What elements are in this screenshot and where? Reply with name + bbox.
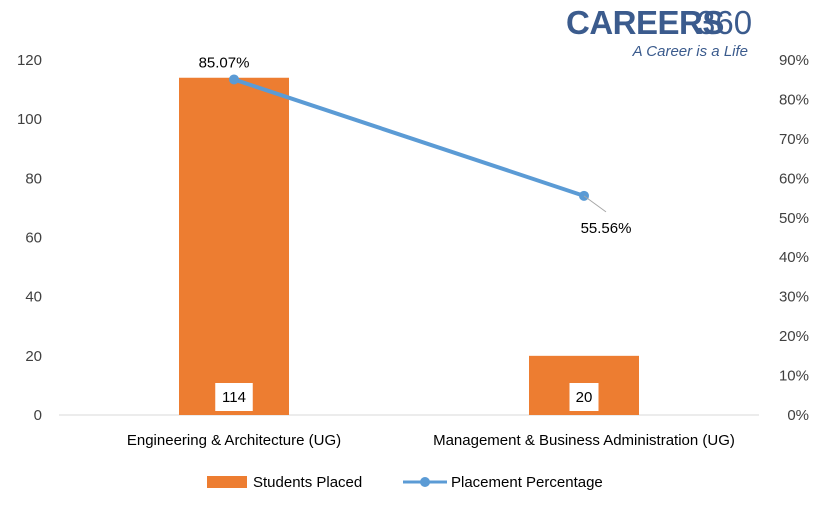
- careers360-logo: CAREERS 360 A Career is a Life: [566, 4, 752, 60]
- right-axis-tick-label: 30%: [779, 289, 809, 306]
- left-axis-tick-label: 20: [25, 348, 42, 365]
- right-axis-tick-label: 80%: [779, 91, 809, 108]
- bar-data-label-box: [569, 383, 599, 411]
- right-axis-tick-label: 20%: [779, 328, 809, 345]
- logo-number-text: 360: [697, 4, 752, 41]
- left-axis-tick-label: 60: [25, 230, 42, 247]
- right-axis-tick-label: 60%: [779, 170, 809, 187]
- right-axis-tick-label: 70%: [779, 131, 809, 148]
- label-leader-line: [583, 195, 607, 213]
- right-axis-tick-label: 10%: [779, 368, 809, 385]
- line-data-label: 55.56%: [581, 220, 632, 237]
- legend-line-label: Placement Percentage: [451, 474, 603, 491]
- logo-tagline-text: A Career is a Life: [632, 43, 748, 60]
- bar-data-label: 114: [222, 389, 246, 406]
- right-axis-ticks: 0% 10% 20% 30% 40% 50% 60% 70% 80% 90%: [779, 52, 809, 424]
- legend-bar-swatch: [207, 476, 247, 488]
- right-axis-tick-label: 0%: [787, 407, 809, 424]
- left-axis-tick-label: 80: [25, 170, 42, 187]
- right-axis-tick-label: 40%: [779, 249, 809, 266]
- legend: Students Placed Placement Percentage: [207, 474, 603, 491]
- left-axis-tick-label: 0: [34, 407, 42, 424]
- logo-main-text: CAREERS: [566, 4, 724, 41]
- left-axis-tick-label: 100: [17, 111, 42, 128]
- line-series: 85.07% 55.56%: [199, 54, 632, 236]
- line-data-label: 85.07%: [199, 54, 250, 71]
- category-labels: Engineering & Architecture (UG) Managemen…: [127, 432, 735, 449]
- legend-bar-label: Students Placed: [253, 474, 362, 491]
- left-axis-ticks: 0 20 40 60 80 100 120: [17, 52, 42, 424]
- placement-line: [233, 77, 585, 198]
- right-axis-tick-label: 90%: [779, 52, 809, 69]
- left-axis-tick-label: 40: [25, 289, 42, 306]
- legend-line-marker: [420, 477, 430, 487]
- category-label: Engineering & Architecture (UG): [127, 432, 341, 449]
- category-label: Management & Business Administration (UG…: [433, 432, 735, 449]
- bar: [179, 77, 289, 415]
- bar-data-label-box: [215, 383, 253, 411]
- line-marker: [229, 74, 239, 85]
- left-axis-tick-label: 120: [17, 52, 42, 69]
- bar-series: 114 20: [179, 77, 639, 415]
- bar-data-label: 20: [576, 389, 593, 406]
- right-axis-tick-label: 50%: [779, 210, 809, 227]
